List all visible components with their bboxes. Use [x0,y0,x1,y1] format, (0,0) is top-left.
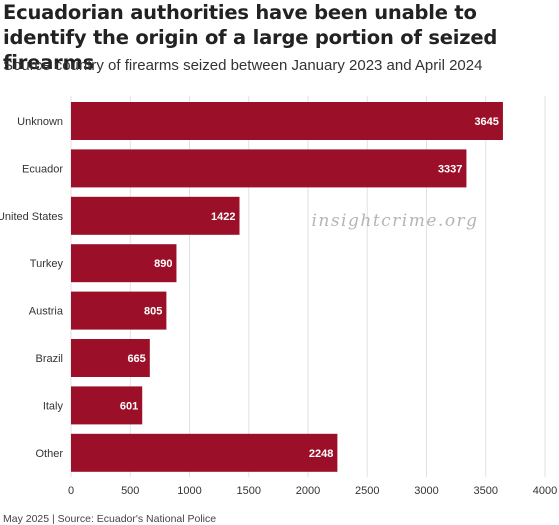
x-tick-label: 3000 [414,485,438,497]
bars: 3645 3337 1422 890 805 665 601 2248 [71,102,503,472]
x-tick-label: 1000 [177,485,201,497]
data-label: 601 [120,400,138,412]
bar [71,196,240,235]
bar [71,433,338,472]
chart-title: Ecuadorian authorities have been unable … [3,1,498,74]
data-label: 890 [154,258,172,270]
category-label: Austria [29,306,64,318]
bar [71,244,177,283]
x-axis-ticks: 0 500 1000 1500 2000 2500 3000 3500 4000 [68,485,557,497]
data-label: 665 [127,353,145,365]
data-label: 2248 [309,448,333,460]
category-label: Ecuador [22,163,63,175]
bar [71,339,150,377]
data-label: 3645 [474,116,498,128]
category-labels: Unknown Ecuador United States Turkey Austria… [0,116,64,460]
bar [71,386,143,425]
x-tick-label: 500 [121,485,139,497]
x-tick-label: 3500 [474,485,498,497]
x-tick-label: 0 [68,485,74,497]
bar [71,149,467,188]
category-label: Unknown [17,116,63,128]
source-footer: May 2025 | Source: Ecuador's National Po… [3,513,217,525]
category-label: Italy [43,400,64,412]
data-label: 3337 [438,163,462,175]
data-label: 805 [144,306,162,318]
chart-subtitle: Source country of firearms seized betwee… [3,57,483,74]
category-label: Brazil [35,353,63,365]
x-tick-label: 1500 [237,485,261,497]
data-label: 1422 [211,211,235,223]
category-label: United States [0,211,63,223]
category-label: Turkey [30,258,64,270]
bar [71,102,503,140]
x-tick-label: 4000 [533,485,557,497]
watermark-text: insightcrime.org [311,211,478,231]
bar [71,291,167,330]
x-tick-label: 2500 [355,485,379,497]
x-tick-label: 2000 [296,485,320,497]
category-label: Other [35,448,63,460]
